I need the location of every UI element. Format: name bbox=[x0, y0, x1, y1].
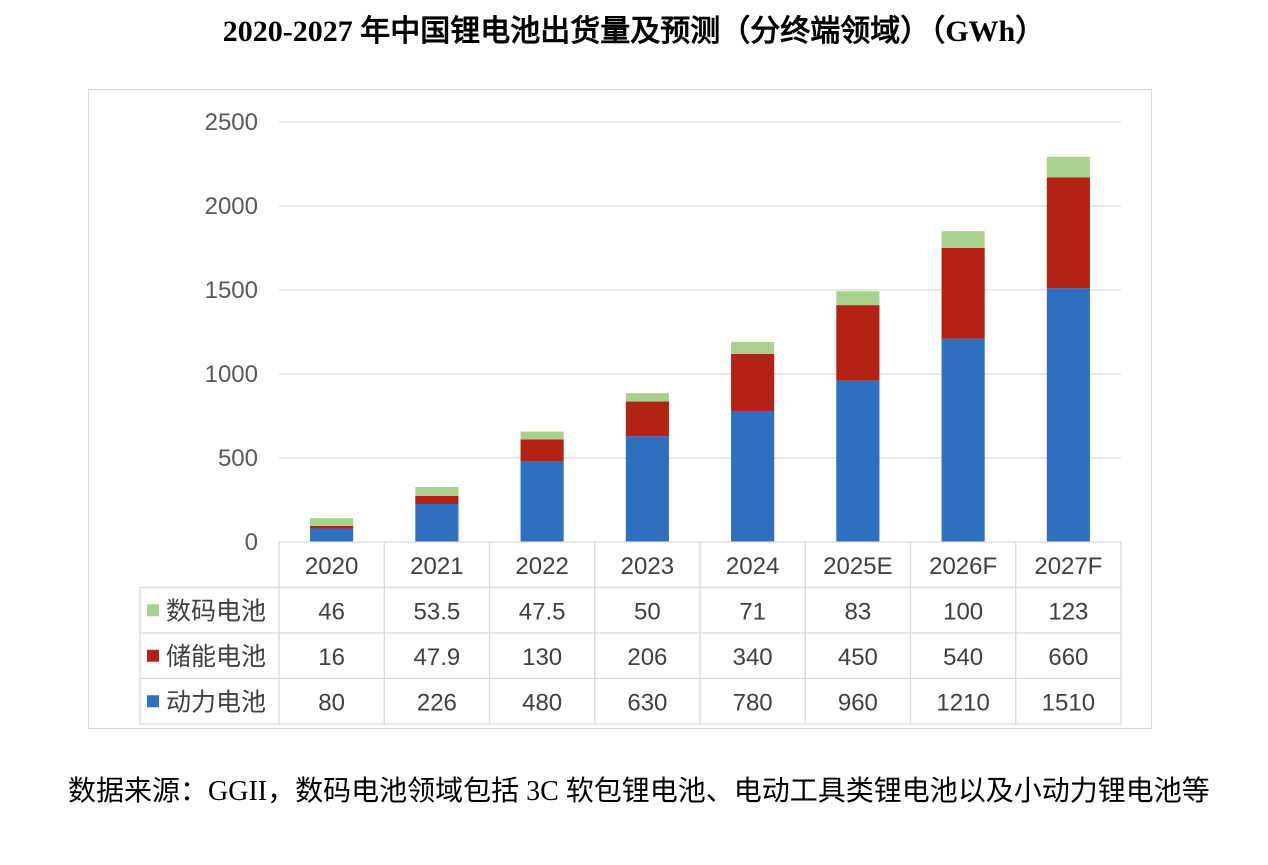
bar-digital bbox=[836, 291, 880, 306]
bar-power bbox=[310, 528, 354, 542]
legend-swatch bbox=[147, 649, 159, 662]
bar-power bbox=[941, 338, 985, 542]
legend-label: 动力电池 bbox=[166, 688, 266, 716]
bar-storage bbox=[1046, 177, 1090, 289]
data-label: 630 bbox=[627, 689, 667, 716]
data-label: 480 bbox=[522, 689, 562, 716]
bar-digital bbox=[941, 231, 985, 248]
y-tick-label: 1000 bbox=[205, 361, 258, 388]
bar-storage bbox=[836, 305, 880, 381]
data-label: 16 bbox=[318, 644, 345, 671]
data-label: 46 bbox=[318, 598, 345, 625]
legend-swatch bbox=[147, 604, 159, 617]
bar-storage bbox=[731, 353, 775, 411]
bar-power bbox=[415, 504, 459, 542]
data-label: 130 bbox=[522, 644, 562, 671]
bar-digital bbox=[1046, 156, 1090, 178]
data-label: 71 bbox=[739, 598, 766, 625]
y-tick-label: 1500 bbox=[205, 277, 258, 304]
bar-digital bbox=[731, 341, 775, 354]
y-tick-label: 500 bbox=[218, 445, 258, 472]
chart-frame bbox=[88, 89, 1152, 729]
y-tick-label: 0 bbox=[245, 529, 258, 556]
data-label: 80 bbox=[318, 689, 345, 716]
data-label: 540 bbox=[943, 644, 983, 671]
x-category-label: 2027F bbox=[1034, 553, 1102, 580]
bar-power bbox=[625, 436, 669, 542]
bar-storage bbox=[625, 401, 669, 437]
bar-storage bbox=[415, 495, 459, 505]
bar-storage bbox=[941, 248, 985, 339]
x-category-label: 2023 bbox=[621, 553, 674, 580]
bar-storage bbox=[520, 439, 564, 462]
bar-power bbox=[520, 461, 564, 542]
data-label: 450 bbox=[838, 644, 878, 671]
x-category-label: 2026F bbox=[929, 553, 997, 580]
x-category-label: 2025E bbox=[823, 553, 892, 580]
data-label: 100 bbox=[943, 598, 983, 625]
legend-label: 储能电池 bbox=[166, 643, 266, 671]
data-label: 50 bbox=[634, 598, 661, 625]
data-label: 47.5 bbox=[519, 598, 566, 625]
legend-label: 数码电池 bbox=[166, 597, 266, 625]
data-label: 226 bbox=[417, 689, 457, 716]
bar-power bbox=[731, 410, 775, 542]
data-label: 1510 bbox=[1042, 689, 1095, 716]
data-label: 47.9 bbox=[414, 644, 461, 671]
chart-title: 2020-2027 年中国锂电池出货量及预测（分终端领域）（GWh） bbox=[222, 15, 1046, 48]
bar-power bbox=[1046, 288, 1090, 542]
data-label: 206 bbox=[627, 644, 667, 671]
bar-digital bbox=[520, 431, 564, 440]
data-label: 1210 bbox=[936, 689, 989, 716]
data-label: 123 bbox=[1048, 598, 1088, 625]
data-label: 660 bbox=[1048, 644, 1088, 671]
bar-power bbox=[836, 380, 880, 542]
x-category-label: 2020 bbox=[305, 553, 358, 580]
data-label: 780 bbox=[733, 689, 773, 716]
data-label: 53.5 bbox=[414, 598, 461, 625]
data-label: 340 bbox=[733, 644, 773, 671]
data-label: 960 bbox=[838, 689, 878, 716]
bar-digital bbox=[415, 486, 459, 496]
bar-storage bbox=[310, 525, 354, 529]
x-category-label: 2021 bbox=[410, 553, 463, 580]
data-label: 83 bbox=[845, 598, 872, 625]
source-note: 数据来源：GGII，数码电池领域包括 3C 软包锂电池、电动工具类锂电池以及小动… bbox=[68, 776, 1210, 807]
x-category-label: 2024 bbox=[726, 553, 779, 580]
y-tick-label: 2000 bbox=[205, 193, 258, 220]
bar-digital bbox=[310, 518, 354, 526]
legend-swatch bbox=[147, 695, 159, 708]
x-category-label: 2022 bbox=[515, 553, 568, 580]
y-tick-label: 2500 bbox=[205, 109, 258, 136]
bar-digital bbox=[625, 393, 669, 402]
